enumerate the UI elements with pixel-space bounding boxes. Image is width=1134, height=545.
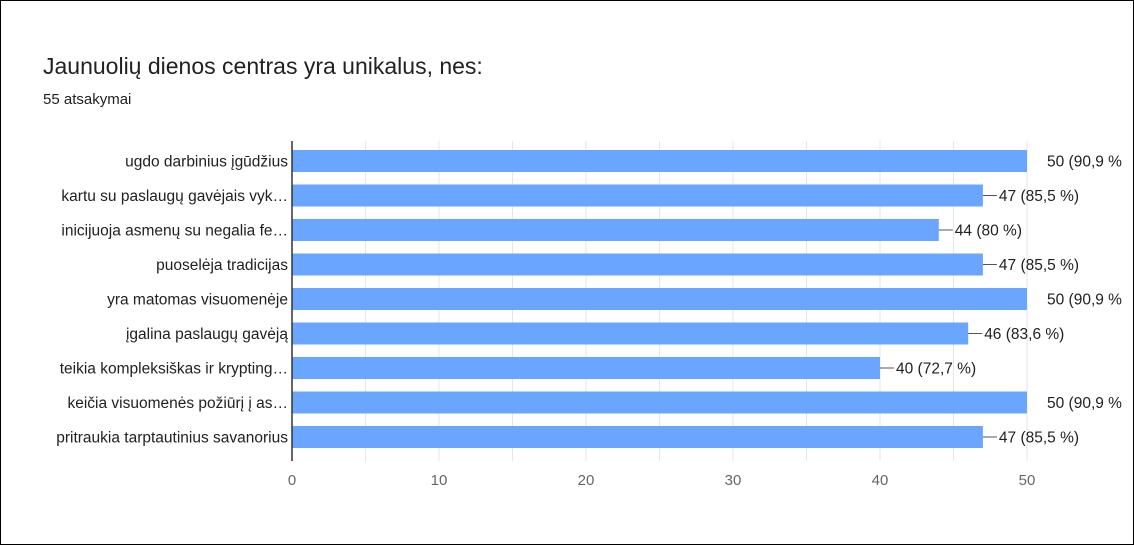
data-label: 47 (85,5 %): [999, 188, 1079, 205]
question-title: Jaunuolių dienos centras yra unikalus, n…: [43, 53, 483, 79]
data-label: 50 (90,9 %: [1047, 292, 1122, 309]
data-label: 44 (80 %): [955, 223, 1022, 240]
category-label: teikia kompleksiškas ir krypting…: [60, 361, 288, 378]
x-tick-label: 10: [431, 472, 448, 489]
bar[interactable]: [292, 219, 939, 241]
bar[interactable]: [292, 288, 1027, 310]
x-tick-label: 30: [725, 472, 742, 489]
x-tick-label: 0: [288, 472, 296, 489]
response-count: 55 atsakymai: [43, 91, 132, 108]
category-label: puoselėja tradicijas: [156, 257, 288, 274]
data-label: 47 (85,5 %): [999, 430, 1079, 447]
bar[interactable]: [292, 391, 1027, 414]
data-label: 46 (83,6 %): [984, 326, 1064, 343]
category-label: inicijuoja asmenų su negalia fe…: [61, 223, 288, 240]
bar[interactable]: [292, 426, 983, 448]
category-label: yra matomas visuomenėje: [107, 292, 288, 309]
x-tick-label: 50: [1019, 472, 1036, 489]
bar[interactable]: [292, 322, 969, 345]
x-tick-label: 20: [578, 472, 595, 489]
data-label: 40 (72,7 %): [896, 361, 976, 378]
bar[interactable]: [292, 357, 880, 379]
bar[interactable]: [292, 253, 983, 276]
category-label: įgalina paslaugų gavėją: [126, 326, 288, 343]
data-label: 47 (85,5 %): [999, 257, 1079, 274]
category-label: ugdo darbinius įgūdžius: [125, 154, 288, 171]
bar[interactable]: [292, 150, 1027, 172]
category-label: pritraukia tarptautinius savanorius: [56, 430, 288, 447]
bar[interactable]: [292, 184, 983, 207]
x-tick-label: 40: [872, 472, 889, 489]
category-label: kartu su paslaugų gavėjais vyk…: [61, 188, 288, 205]
category-label: keičia visuomenės požiūrį į as…: [67, 395, 288, 412]
data-label: 50 (90,9 %: [1047, 154, 1122, 171]
data-label: 50 (90,9 %: [1047, 395, 1122, 412]
